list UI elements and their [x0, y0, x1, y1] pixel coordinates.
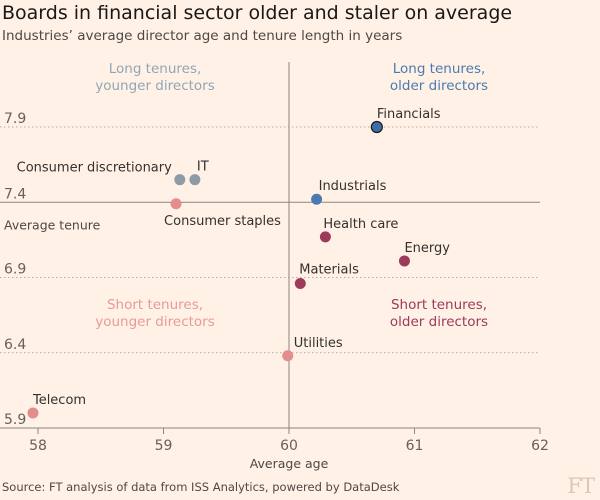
- data-point: [319, 231, 331, 243]
- chart-subtitle: Industries’ average director age and ten…: [2, 28, 403, 44]
- data-point: [282, 350, 294, 362]
- source-note: Source: FT analysis of data from ISS Ana…: [2, 480, 400, 494]
- point-label: Health care: [323, 217, 398, 232]
- point-label: Financials: [377, 107, 441, 122]
- x-tick-label: 60: [280, 438, 298, 454]
- y-tick-label: 7.9: [4, 111, 26, 127]
- point-label: Consumer staples: [164, 214, 281, 229]
- chart-title: Boards in financial sector older and sta…: [2, 2, 513, 24]
- point-label: Utilities: [294, 336, 343, 351]
- y-axis-label: Average tenure: [4, 217, 101, 232]
- data-point: [170, 198, 182, 210]
- data-point: [311, 193, 323, 205]
- data-points: [27, 120, 410, 419]
- x-tick-label: 62: [531, 438, 549, 454]
- quadrant-label: Short tenures,: [391, 297, 487, 313]
- point-labels: Financials Consumer discretionary IT Indust…: [17, 107, 451, 408]
- x-tick-label: 58: [29, 438, 47, 454]
- data-point: [189, 174, 201, 186]
- y-tick-label: 5.9: [4, 412, 26, 428]
- data-point: [27, 407, 39, 419]
- point-label: Energy: [404, 241, 450, 256]
- gridlines: [0, 62, 541, 434]
- quadrant-label: older directors: [390, 78, 488, 94]
- quadrant-label: Short tenures,: [107, 297, 203, 313]
- quadrant-label: older directors: [390, 314, 488, 330]
- data-point: [294, 278, 306, 290]
- point-label: IT: [197, 160, 209, 175]
- y-tick-label: 7.4: [4, 186, 26, 202]
- ft-logo: FT: [567, 474, 595, 498]
- quadrant-label: Long tenures,: [393, 61, 486, 77]
- quadrant-label: Long tenures,: [109, 61, 202, 77]
- quadrant-label: younger directors: [95, 78, 215, 94]
- x-axis-label: Average age: [250, 456, 329, 471]
- data-point: [398, 255, 410, 267]
- y-tick-label: 6.4: [4, 337, 26, 353]
- data-point: [174, 174, 186, 186]
- x-tick-label: 61: [406, 438, 424, 454]
- tick-labels: 7.9 7.4 6.9 6.4 5.958 59 60 61 62: [4, 111, 549, 454]
- point-label: Telecom: [32, 393, 86, 408]
- quadrant-label: younger directors: [95, 314, 215, 330]
- x-tick-label: 59: [155, 438, 173, 454]
- data-point: [370, 120, 383, 134]
- y-tick-label: 6.9: [4, 262, 26, 278]
- point-label: Materials: [299, 263, 359, 278]
- point-label: Industrials: [319, 179, 387, 194]
- point-label: Consumer discretionary: [17, 161, 172, 176]
